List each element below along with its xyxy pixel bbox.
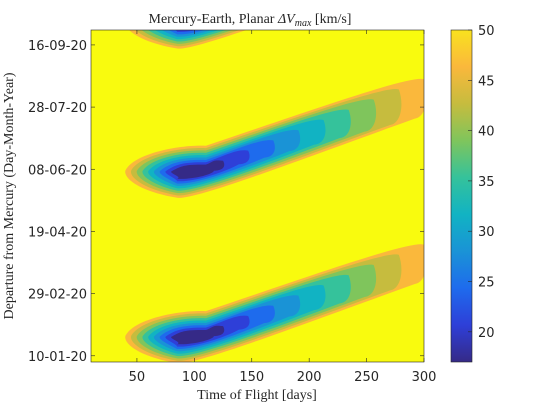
colorbar-tick-label: 50 [478, 24, 495, 39]
plot-frame [90, 29, 425, 363]
colorbar-axis: 20 25 30 35 40 45 50 [468, 24, 495, 341]
contour-field [125, 30, 424, 362]
valley-2 [125, 78, 424, 198]
y-tick-label: 28-07-20 [28, 101, 87, 116]
colorbar-tick-label: 25 [478, 276, 495, 291]
valley-1 [125, 244, 424, 362]
y-tick-label: 16-09-20 [28, 39, 87, 54]
y-tick-label: 19-04-20 [28, 225, 87, 240]
x-axis: 50 100 150 200 250 300 [129, 30, 437, 385]
x-axis-label: Time of Flight [days] [197, 388, 317, 403]
y-tick-label: 29-02-20 [28, 288, 87, 303]
chart-title: Mercury-Earth, Planar ΔVmax [km/s] [149, 12, 352, 29]
colorbar-tick-label: 35 [478, 175, 495, 190]
x-tick-label: 50 [129, 370, 146, 385]
x-tick-label: 250 [354, 370, 379, 385]
y-tick-label: 08-06-20 [28, 163, 87, 178]
colorbar-tick-label: 45 [478, 74, 495, 89]
x-tick-label: 300 [412, 370, 437, 385]
y-axis: 10-01-20 29-02-20 19-04-20 08-06-20 28-07-20… [28, 39, 424, 365]
valley-3 [129, 30, 247, 49]
x-tick-label: 150 [239, 370, 264, 385]
colorbar-tick-label: 40 [478, 125, 495, 140]
y-tick-label: 10-01-20 [28, 350, 87, 365]
y-axis-label: Departure from Mercury (Day-Month-Year) [2, 72, 17, 319]
colorbar [451, 30, 472, 362]
colorbar-tick-label: 20 [478, 326, 495, 341]
x-tick-label: 200 [297, 370, 322, 385]
colorbar-tick-label: 30 [478, 225, 495, 240]
colorbar-frame [450, 29, 473, 363]
x-tick-label: 100 [182, 370, 207, 385]
